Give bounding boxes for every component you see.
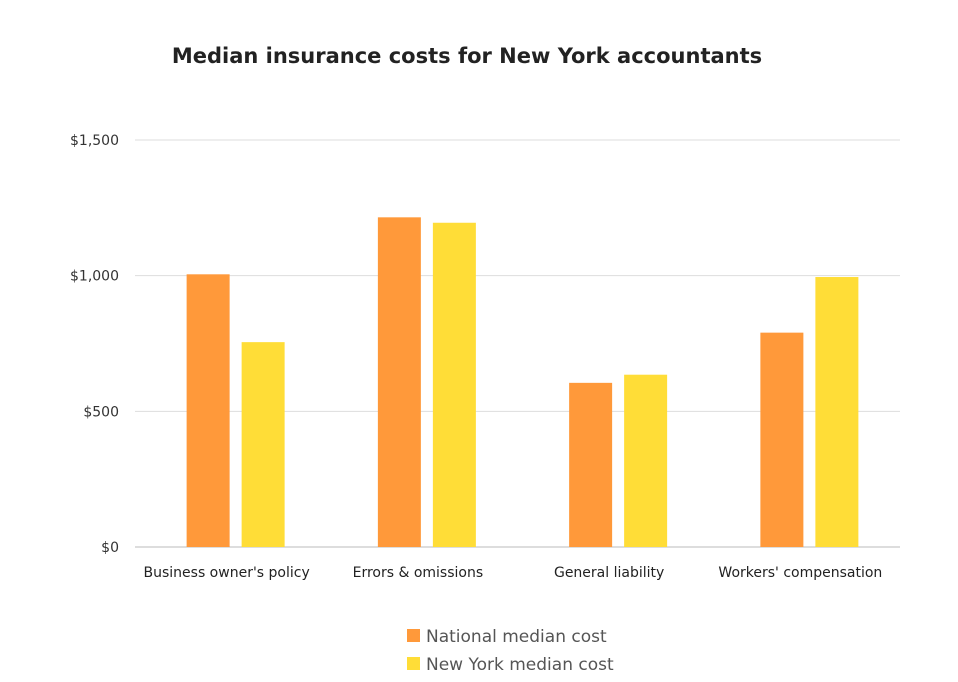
bar [432,222,476,548]
x-tick-label: Errors & omissions [353,565,484,581]
x-tick-label: General liability [554,565,664,581]
legend-swatch [407,629,420,642]
y-tick-label: $500 [83,404,119,420]
bar [377,217,421,547]
bar [815,277,859,547]
x-tick-label: Workers' compensation [718,565,882,581]
y-tick-label: $1,000 [70,269,119,285]
y-tick-label: $0 [101,540,119,556]
bar [186,274,230,547]
x-tick-label: Business owner's policy [144,565,310,581]
bar [569,382,613,547]
legend-swatch [407,657,420,670]
y-tick-label: $1,500 [70,133,119,149]
bar [760,332,804,547]
bar [624,374,668,547]
bar [241,342,285,547]
legend-label: New York median cost [426,655,614,675]
legend-label: National median cost [426,627,607,647]
chart-title: Median insurance costs for New York acco… [172,44,762,68]
